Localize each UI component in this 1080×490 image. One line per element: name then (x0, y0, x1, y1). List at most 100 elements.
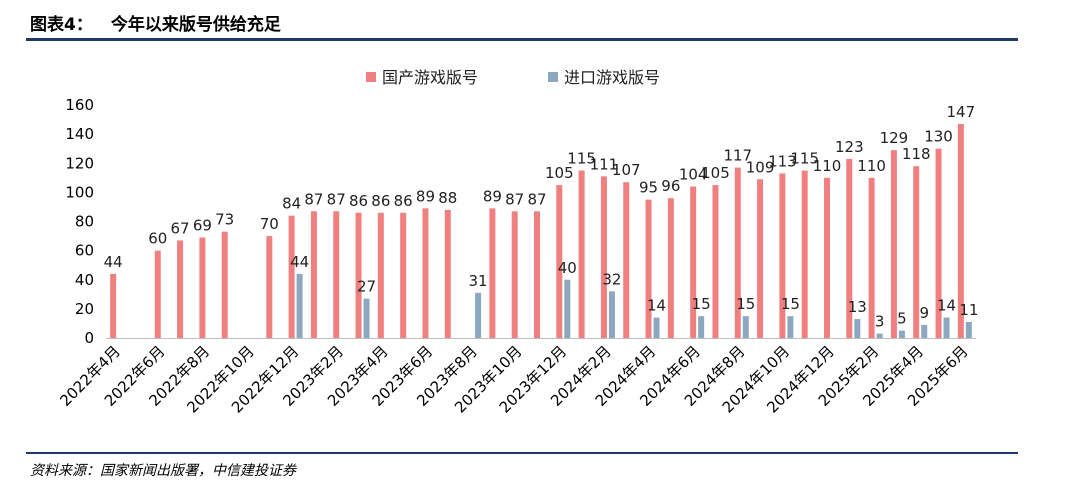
imported-bar (564, 279, 571, 338)
imported-data-label: 13 (848, 298, 867, 316)
imported-data-label: 15 (692, 295, 711, 313)
domestic-data-label: 115 (567, 150, 596, 168)
domestic-data-label: 87 (527, 190, 546, 208)
imported-bar (854, 319, 861, 338)
figure-title: 图表4： 今年以来版号供给充足 (30, 10, 281, 35)
domestic-bar (400, 212, 407, 338)
domestic-bar (288, 215, 295, 338)
imported-bar (363, 298, 370, 338)
imported-bar (921, 324, 928, 338)
domestic-bar (868, 177, 875, 338)
y-tick-label: 80 (75, 213, 94, 231)
imported-data-label: 14 (937, 297, 956, 315)
domestic-data-label: 60 (148, 230, 167, 248)
domestic-bar (221, 231, 228, 338)
imported-bar (608, 291, 615, 338)
top-rule (26, 38, 1018, 41)
domestic-bar (801, 170, 808, 338)
imported-bar (296, 273, 303, 338)
y-tick-label: 100 (65, 183, 94, 201)
domestic-data-label: 118 (902, 145, 931, 163)
imported-data-label: 11 (959, 301, 978, 319)
domestic-bar (600, 176, 607, 338)
domestic-data-label: 87 (304, 190, 323, 208)
domestic-bar (935, 148, 942, 338)
domestic-data-label: 110 (857, 157, 886, 175)
imported-data-label: 27 (357, 278, 376, 296)
imported-data-label: 31 (469, 272, 488, 290)
domestic-bar (757, 179, 764, 338)
domestic-bar (377, 212, 384, 338)
domestic-data-label: 115 (790, 150, 819, 168)
y-tick-label: 160 (65, 96, 94, 114)
domestic-bar (177, 240, 184, 338)
legend-swatch-imported (548, 72, 558, 82)
domestic-bar (578, 170, 585, 338)
chart-title: 今年以来版号供给充足 (110, 15, 281, 35)
imported-data-label: 5 (897, 310, 907, 328)
imported-bar (653, 317, 660, 338)
domestic-data-label: 89 (416, 187, 435, 205)
imported-bar (475, 292, 482, 338)
domestic-bar (333, 211, 340, 338)
imported-bar (876, 333, 883, 338)
domestic-bar (444, 209, 451, 338)
imported-bar (943, 317, 950, 338)
domestic-data-label: 107 (612, 161, 641, 179)
domestic-data-label: 44 (104, 253, 123, 271)
domestic-data-label: 105 (545, 164, 574, 182)
domestic-data-label: 109 (746, 158, 775, 176)
domestic-data-label: 96 (661, 177, 680, 195)
imported-data-label: 14 (647, 297, 666, 315)
domestic-data-label: 95 (639, 179, 658, 197)
imported-bar (965, 321, 972, 338)
domestic-data-label: 73 (215, 211, 234, 229)
domestic-bar (913, 166, 920, 338)
y-tick-label: 140 (65, 125, 94, 143)
imported-data-label: 3 (875, 313, 885, 331)
domestic-bar (779, 173, 786, 338)
domestic-bar (645, 199, 652, 338)
domestic-data-label: 70 (260, 215, 279, 233)
imported-bar (787, 316, 794, 338)
domestic-data-label: 117 (723, 147, 752, 165)
domestic-bar (199, 237, 206, 338)
domestic-data-label: 113 (768, 152, 797, 170)
domestic-data-label: 86 (394, 192, 413, 210)
bottom-rule (26, 452, 1018, 454)
domestic-data-label: 86 (371, 192, 390, 210)
domestic-data-label: 111 (590, 155, 619, 173)
domestic-data-label: 89 (483, 187, 502, 205)
figure-label: 图表4： (30, 15, 93, 35)
domestic-bar (690, 186, 697, 338)
domestic-data-label: 147 (947, 103, 976, 121)
domestic-bar (712, 185, 719, 338)
domestic-data-label: 87 (327, 190, 346, 208)
source-note: 资料来源：国家新闻出版署，中信建投证券 (30, 463, 296, 479)
domestic-bar (667, 198, 674, 338)
imported-bar (698, 316, 705, 338)
domestic-data-label: 129 (880, 129, 909, 147)
domestic-data-label: 130 (924, 128, 953, 146)
imported-bar (898, 330, 905, 338)
imported-data-label: 15 (736, 295, 755, 313)
domestic-bar (890, 150, 897, 338)
y-tick-label: 60 (75, 242, 94, 260)
domestic-bar (511, 211, 518, 338)
y-tick-label: 120 (65, 154, 94, 172)
imported-bar (742, 316, 749, 338)
domestic-data-label: 110 (813, 157, 842, 175)
domestic-bar (623, 182, 630, 338)
domestic-bar (556, 185, 563, 338)
domestic-data-label: 105 (701, 164, 730, 182)
domestic-bar (355, 212, 362, 338)
domestic-data-label: 84 (282, 195, 301, 213)
domestic-bar (310, 211, 317, 338)
domestic-data-label: 123 (835, 138, 864, 156)
domestic-data-label: 86 (349, 192, 368, 210)
domestic-bar (154, 250, 161, 338)
domestic-data-label: 104 (679, 166, 708, 184)
imported-data-label: 44 (290, 253, 309, 271)
domestic-bar (422, 208, 429, 338)
